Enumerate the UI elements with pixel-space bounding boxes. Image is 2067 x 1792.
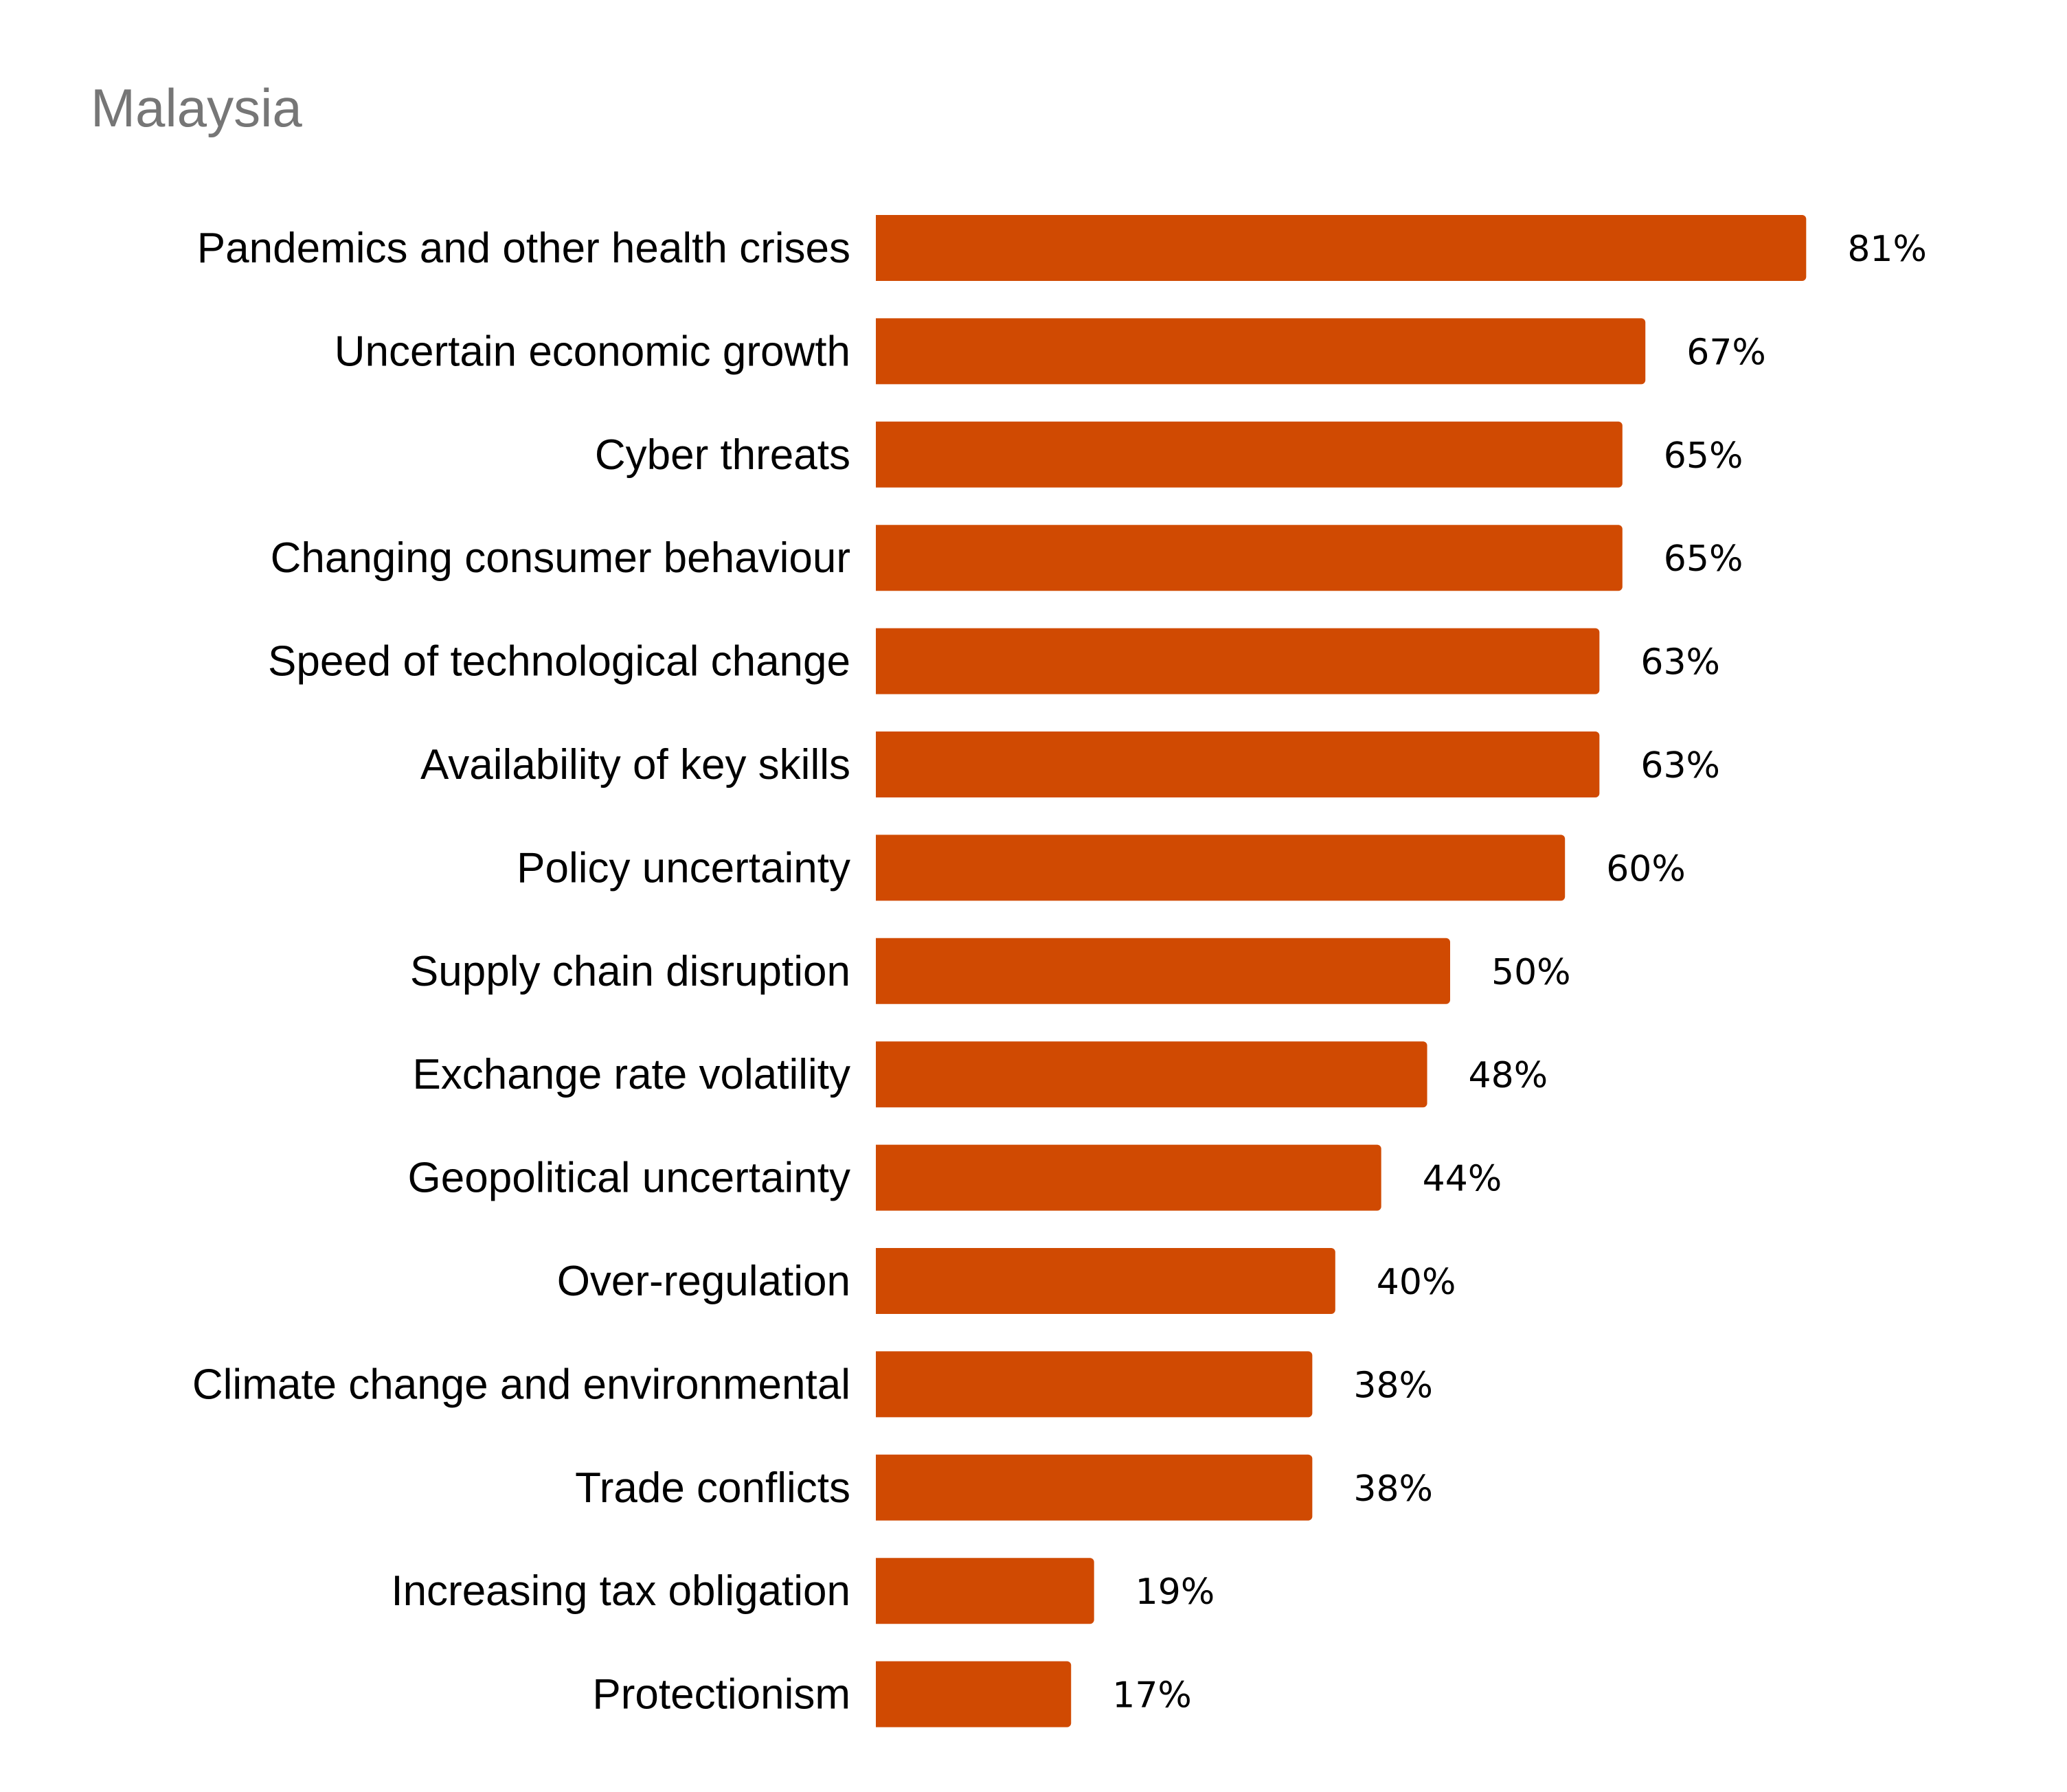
bar	[872, 835, 1566, 901]
bar	[872, 628, 1600, 694]
bar	[872, 318, 1646, 385]
value-label: 63%	[1640, 642, 1720, 683]
bar	[872, 938, 1450, 1004]
category-label: Availability of key skills	[420, 741, 850, 789]
category-label: Uncertain economic growth	[335, 328, 850, 375]
bar	[872, 1661, 1072, 1727]
category-label: Trade conflicts	[575, 1464, 850, 1512]
bar-edge-mask	[869, 626, 876, 696]
bar-edge-mask	[869, 1556, 876, 1626]
bar-edge-mask	[869, 833, 876, 903]
bar-edge-mask	[869, 1453, 876, 1522]
value-label: 38%	[1353, 1468, 1433, 1510]
category-label: Protectionism	[592, 1671, 850, 1719]
value-label: 40%	[1377, 1262, 1456, 1303]
value-label: 60%	[1606, 848, 1686, 889]
value-label: 38%	[1353, 1365, 1433, 1406]
chart-title: Malaysia	[91, 78, 302, 138]
bar-edge-mask	[869, 1143, 876, 1212]
category-label: Policy uncertainty	[517, 844, 850, 892]
category-label: Pandemics and other health crises	[197, 225, 850, 272]
category-label: Increasing tax obligation	[391, 1567, 850, 1615]
value-label: 65%	[1664, 435, 1743, 477]
value-label: 81%	[1847, 229, 1927, 270]
bar	[872, 421, 1623, 488]
value-label: 48%	[1469, 1055, 1548, 1096]
bar-edge-mask	[869, 317, 876, 386]
bar-edge-mask	[869, 1247, 876, 1315]
bar	[872, 215, 1807, 281]
bar-edge-mask	[869, 1040, 876, 1109]
category-label: Supply chain disruption	[410, 948, 850, 995]
category-label: Cyber threats	[595, 431, 850, 479]
bar-edge-mask	[869, 936, 876, 1006]
value-label: 19%	[1136, 1572, 1215, 1613]
category-label: Speed of technological change	[268, 638, 850, 685]
value-label: 17%	[1112, 1675, 1192, 1716]
value-label: 50%	[1491, 952, 1571, 993]
value-label: 67%	[1686, 332, 1766, 373]
value-label: 44%	[1423, 1159, 1502, 1200]
bar	[872, 1351, 1313, 1418]
bar-edge-mask	[869, 523, 876, 593]
value-label: 65%	[1664, 538, 1743, 580]
bar	[872, 731, 1600, 797]
bar	[872, 1144, 1381, 1211]
bar	[872, 1248, 1335, 1314]
bar-edge-mask	[869, 1659, 876, 1729]
category-label: Over-regulation	[557, 1258, 850, 1305]
value-label: 63%	[1640, 745, 1720, 786]
bar-edge-mask	[869, 214, 876, 282]
bar	[872, 1041, 1427, 1108]
category-label: Climate change and environmental	[192, 1361, 850, 1408]
bar-edge-mask	[869, 730, 876, 799]
bar	[872, 525, 1623, 591]
bar	[872, 1558, 1094, 1624]
bar-edge-mask	[869, 420, 876, 489]
category-label: Exchange rate volatility	[412, 1051, 850, 1098]
category-label: Changing consumer behaviour	[271, 534, 850, 582]
bar-edge-mask	[869, 1350, 876, 1419]
bar	[872, 1454, 1313, 1521]
category-label: Geopolitical uncertainty	[408, 1155, 850, 1202]
